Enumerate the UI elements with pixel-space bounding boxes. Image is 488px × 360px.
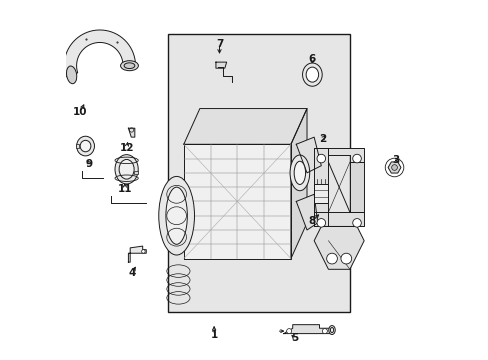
Text: 10: 10 xyxy=(73,107,87,117)
Polygon shape xyxy=(290,109,306,258)
Bar xyxy=(313,184,328,203)
Polygon shape xyxy=(296,194,317,230)
Ellipse shape xyxy=(66,66,77,84)
Text: 8: 8 xyxy=(308,216,315,226)
Polygon shape xyxy=(313,226,364,269)
Bar xyxy=(167,33,349,312)
Circle shape xyxy=(142,249,145,253)
Text: 9: 9 xyxy=(85,159,93,169)
Ellipse shape xyxy=(289,155,309,191)
Ellipse shape xyxy=(165,187,187,244)
Text: 3: 3 xyxy=(392,156,399,165)
Ellipse shape xyxy=(328,325,335,334)
Ellipse shape xyxy=(159,176,194,255)
Polygon shape xyxy=(128,246,146,262)
Circle shape xyxy=(391,165,397,170)
Ellipse shape xyxy=(80,140,91,152)
Circle shape xyxy=(322,329,326,334)
Circle shape xyxy=(316,219,325,227)
Circle shape xyxy=(352,219,361,227)
Polygon shape xyxy=(183,109,306,144)
Circle shape xyxy=(326,253,337,264)
Bar xyxy=(134,171,138,174)
Polygon shape xyxy=(216,62,226,68)
Text: 6: 6 xyxy=(308,54,315,64)
Text: 2: 2 xyxy=(318,134,325,144)
Polygon shape xyxy=(349,162,364,212)
Polygon shape xyxy=(313,148,364,162)
Ellipse shape xyxy=(294,161,305,184)
Polygon shape xyxy=(217,67,231,82)
Text: 4: 4 xyxy=(128,268,135,278)
Polygon shape xyxy=(183,144,290,258)
Text: 11: 11 xyxy=(117,184,132,194)
Circle shape xyxy=(316,154,325,163)
Circle shape xyxy=(286,329,291,334)
Ellipse shape xyxy=(115,155,138,184)
Polygon shape xyxy=(64,30,135,77)
Ellipse shape xyxy=(121,61,138,71)
Polygon shape xyxy=(283,325,329,334)
Ellipse shape xyxy=(77,136,94,156)
Text: 12: 12 xyxy=(119,143,134,153)
Polygon shape xyxy=(128,128,135,137)
Ellipse shape xyxy=(330,328,333,333)
Text: 5: 5 xyxy=(290,333,298,343)
Ellipse shape xyxy=(302,63,322,86)
Text: 7: 7 xyxy=(215,39,223,49)
Polygon shape xyxy=(296,137,321,173)
Circle shape xyxy=(340,253,351,264)
Polygon shape xyxy=(387,162,400,173)
Bar xyxy=(76,144,79,148)
Ellipse shape xyxy=(305,67,318,82)
Text: 1: 1 xyxy=(210,330,217,341)
Circle shape xyxy=(352,154,361,163)
Ellipse shape xyxy=(119,159,134,179)
Ellipse shape xyxy=(124,63,135,68)
Polygon shape xyxy=(313,212,364,226)
Polygon shape xyxy=(313,148,328,226)
